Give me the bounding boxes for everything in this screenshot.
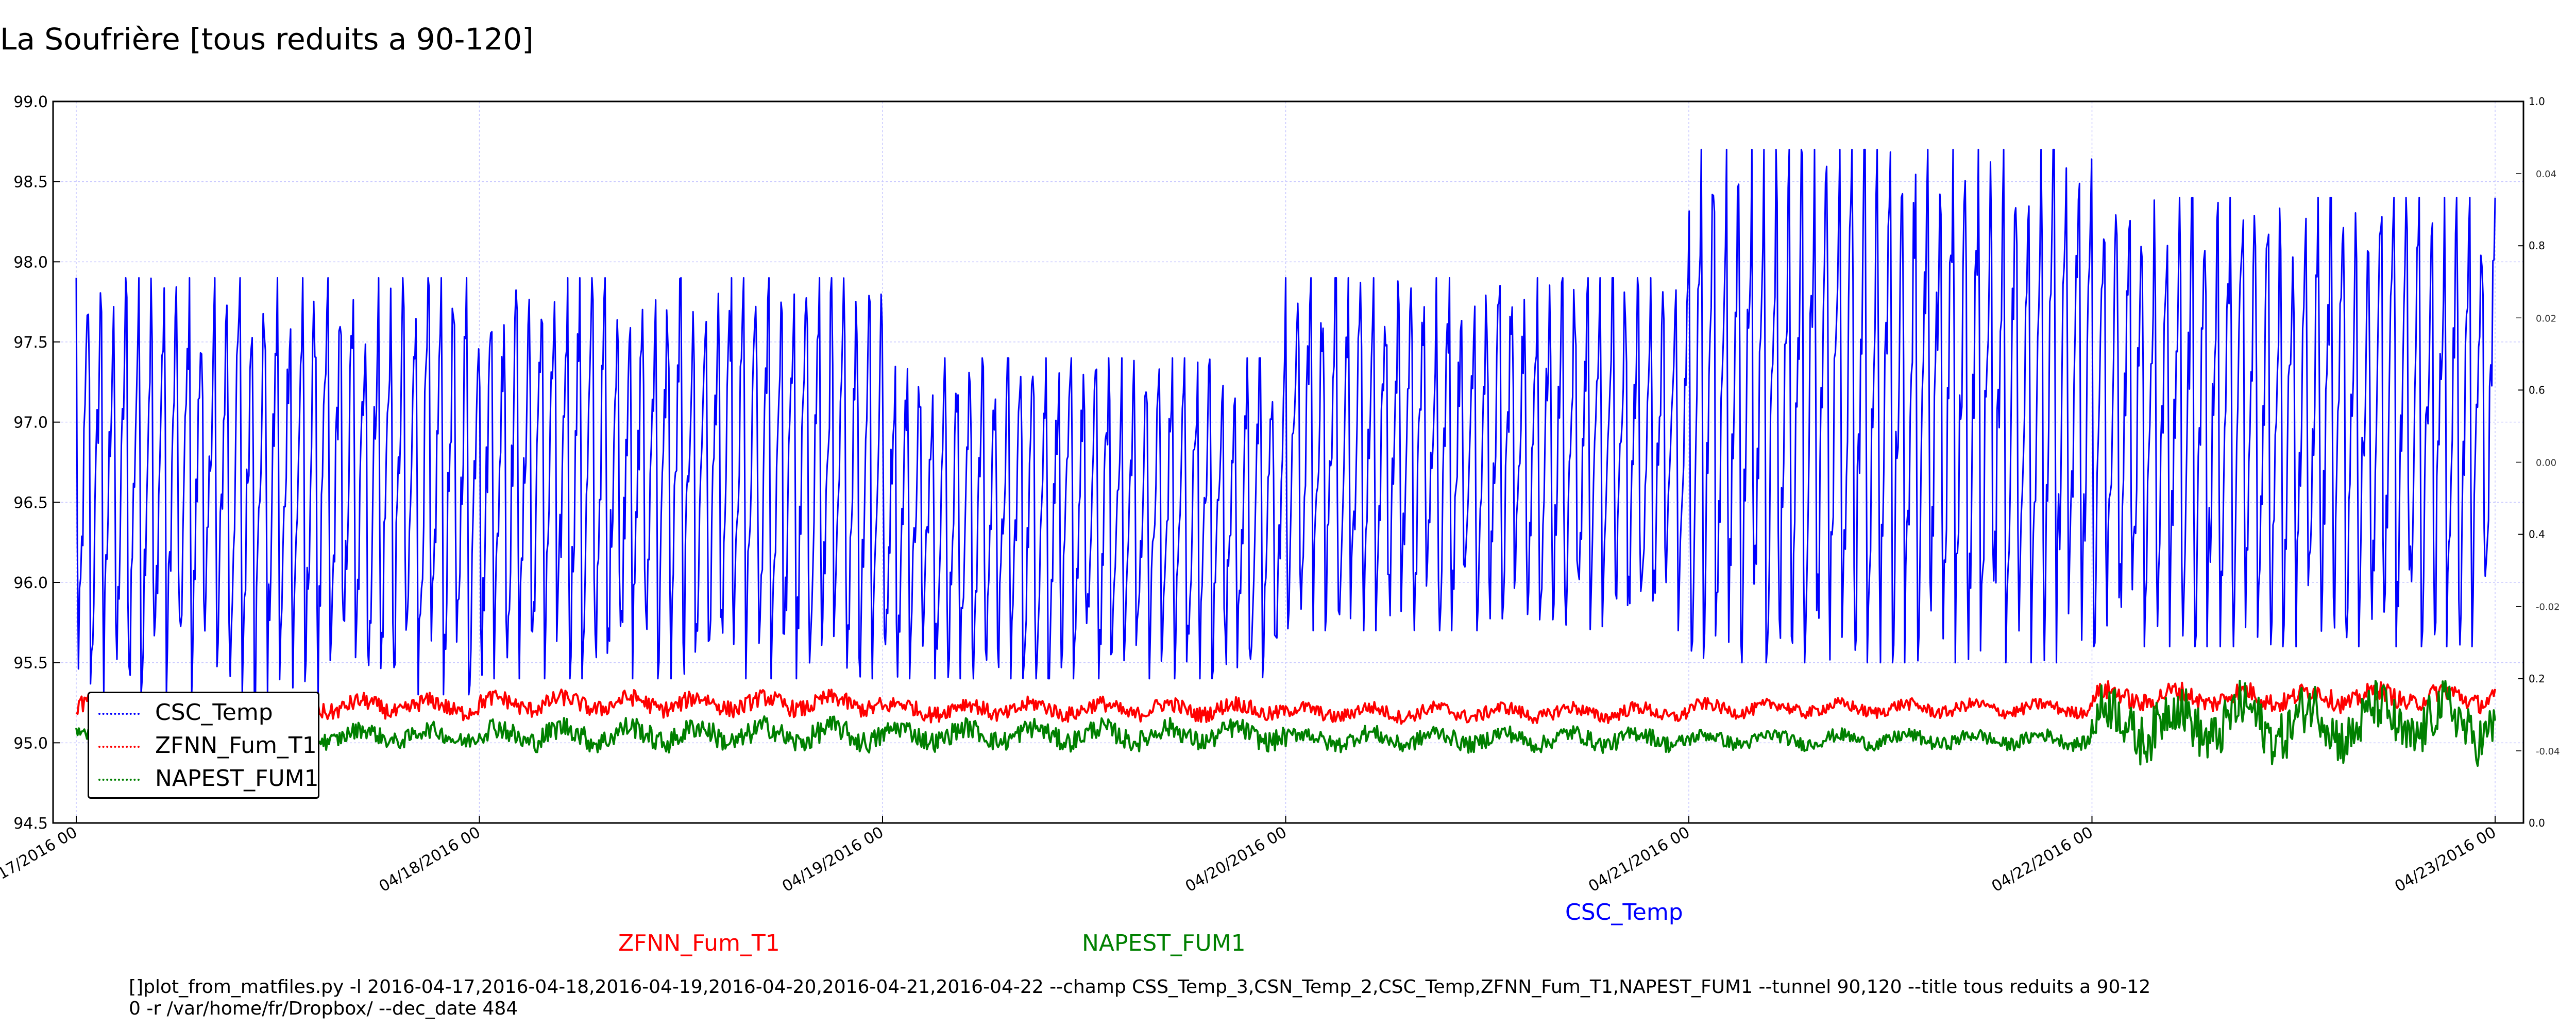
y-tick-label: 98.5 xyxy=(13,174,48,192)
y-tick-label: 96.0 xyxy=(13,574,48,592)
y-tick-label: 94.5 xyxy=(13,815,48,833)
right-inner-tick-label: 0.02 xyxy=(2536,313,2556,324)
x-tick-label: 04/23/2016 00 xyxy=(2392,823,2499,896)
legend-marker-csc-temp xyxy=(98,713,140,715)
x-tick-label: 04/17/2016 00 xyxy=(0,823,80,896)
y-tick-label: 97.0 xyxy=(13,414,48,432)
right-outer-tick-label: 0.4 xyxy=(2529,528,2545,541)
right-inner-tick-label: 0.00 xyxy=(2536,458,2556,469)
legend-label-napest-fum1: NAPEST_FUM1 xyxy=(155,765,319,792)
series-trace-csc-temp xyxy=(75,148,2496,696)
legend-label-zfnn-fum-t1: ZFNN_Fum_T1 xyxy=(155,732,317,759)
right-inner-tick-label: -0.02 xyxy=(2536,602,2560,613)
right-inner-tick-label: 0.04 xyxy=(2536,169,2556,180)
legend: CSC_Temp ZFNN_Fum_T1 NAPEST_FUM1 xyxy=(88,692,319,799)
right-outer-tick-label: 0.6 xyxy=(2529,384,2545,396)
chart-title: La Soufrière [tous reduits a 90-120] xyxy=(0,22,534,57)
x-tick-label: 04/18/2016 00 xyxy=(376,823,484,896)
x-tick-label: 04/22/2016 00 xyxy=(1989,823,2096,896)
series-zfnn-fum-t1 xyxy=(75,680,2496,725)
y-tick-label: 98.0 xyxy=(13,253,48,271)
legend-marker-napest-fum1 xyxy=(98,779,140,781)
command-line: []plot_from_matfiles.py -l 2016-04-17,20… xyxy=(129,976,2151,1019)
series-trace-napest-fum1 xyxy=(75,679,2496,767)
figure-label-napest-fum1: NAPEST_FUM1 xyxy=(1082,930,1246,956)
right-outer-tick-label: 0.0 xyxy=(2529,817,2545,829)
right-outer-tick-label: 1.0 xyxy=(2529,95,2545,108)
series-trace-zfnn-fum-t1 xyxy=(75,680,2496,725)
y-tick-label: 95.0 xyxy=(13,734,48,752)
series-csc-temp xyxy=(75,148,2496,696)
legend-label-csc-temp: CSC_Temp xyxy=(155,699,273,726)
legend-marker-zfnn-fum-t1 xyxy=(98,746,140,748)
x-tick-label: 04/19/2016 00 xyxy=(779,823,887,896)
x-tick-label: 04/20/2016 00 xyxy=(1182,823,1290,896)
y-tick-label: 97.5 xyxy=(13,334,48,352)
y-tick-label: 95.5 xyxy=(13,655,48,673)
y-tick-label: 96.5 xyxy=(13,494,48,512)
right-outer-tick-label: 0.8 xyxy=(2529,239,2545,252)
figure-label-csc-temp: CSC_Temp xyxy=(1565,899,1683,925)
y-tick-label: 99.0 xyxy=(13,93,48,111)
series-napest-fum1 xyxy=(75,679,2496,767)
x-tick-label: 04/21/2016 00 xyxy=(1585,823,1693,896)
figure-label-zfnn-fum-t1: ZFNN_Fum_T1 xyxy=(618,930,780,956)
plot-frame xyxy=(52,100,2524,824)
right-inner-tick-label: -0.04 xyxy=(2536,746,2560,757)
right-outer-tick-label: 0.2 xyxy=(2529,673,2545,685)
